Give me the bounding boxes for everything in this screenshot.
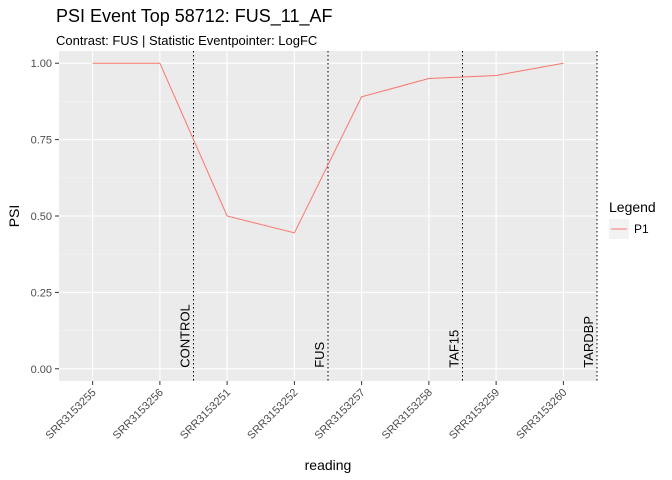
series-lines (92, 62, 564, 234)
y-axis-label: PSI (6, 205, 22, 228)
x-tick-label: SRR3153260 (514, 387, 569, 442)
divider-label: CONTROL (178, 304, 193, 368)
y-tick-label: 0.75 (31, 135, 52, 147)
x-tick-label: SRR3153257 (313, 387, 368, 442)
x-axis: SRR3153255 SRR3153256 SRR3153251 SRR3153252… (44, 381, 569, 442)
y-tick-label: 0.00 (31, 364, 52, 376)
chart-subtitle: Contrast: FUS | Statistic Eventpointer: … (56, 33, 318, 48)
divider-label: TAF15 (447, 330, 462, 368)
y-tick-label: 0.25 (31, 287, 52, 299)
y-tick-label: 0.50 (31, 211, 52, 223)
legend-item-label: P1 (634, 222, 649, 236)
x-tick-label: SRR3153258 (380, 387, 435, 442)
minor-grid (59, 101, 597, 331)
group-divider-lines: CONTROL FUS TAF15 TARDBP (178, 51, 598, 381)
x-tick-label: SRR3153256 (111, 387, 166, 442)
legend-title: Legend (609, 199, 656, 215)
chart-title: PSI Event Top 58712: FUS_11_AF (56, 6, 333, 26)
divider-label: TARDBP (581, 316, 596, 368)
divider-label: FUS (312, 341, 327, 367)
series-line-p1 (92, 62, 564, 234)
x-tick-label: SRR3153251 (178, 387, 233, 442)
x-tick-label: SRR3153252 (245, 387, 300, 442)
x-axis-label: reading (305, 457, 352, 473)
x-tick-label: SRR3153255 (44, 387, 99, 442)
legend: Legend P1 (609, 199, 656, 239)
y-tick-label: 1.00 (31, 58, 52, 70)
x-tick-label: SRR3153259 (447, 387, 502, 442)
y-axis: 0.00 0.25 0.50 0.75 1.00 (31, 58, 59, 376)
